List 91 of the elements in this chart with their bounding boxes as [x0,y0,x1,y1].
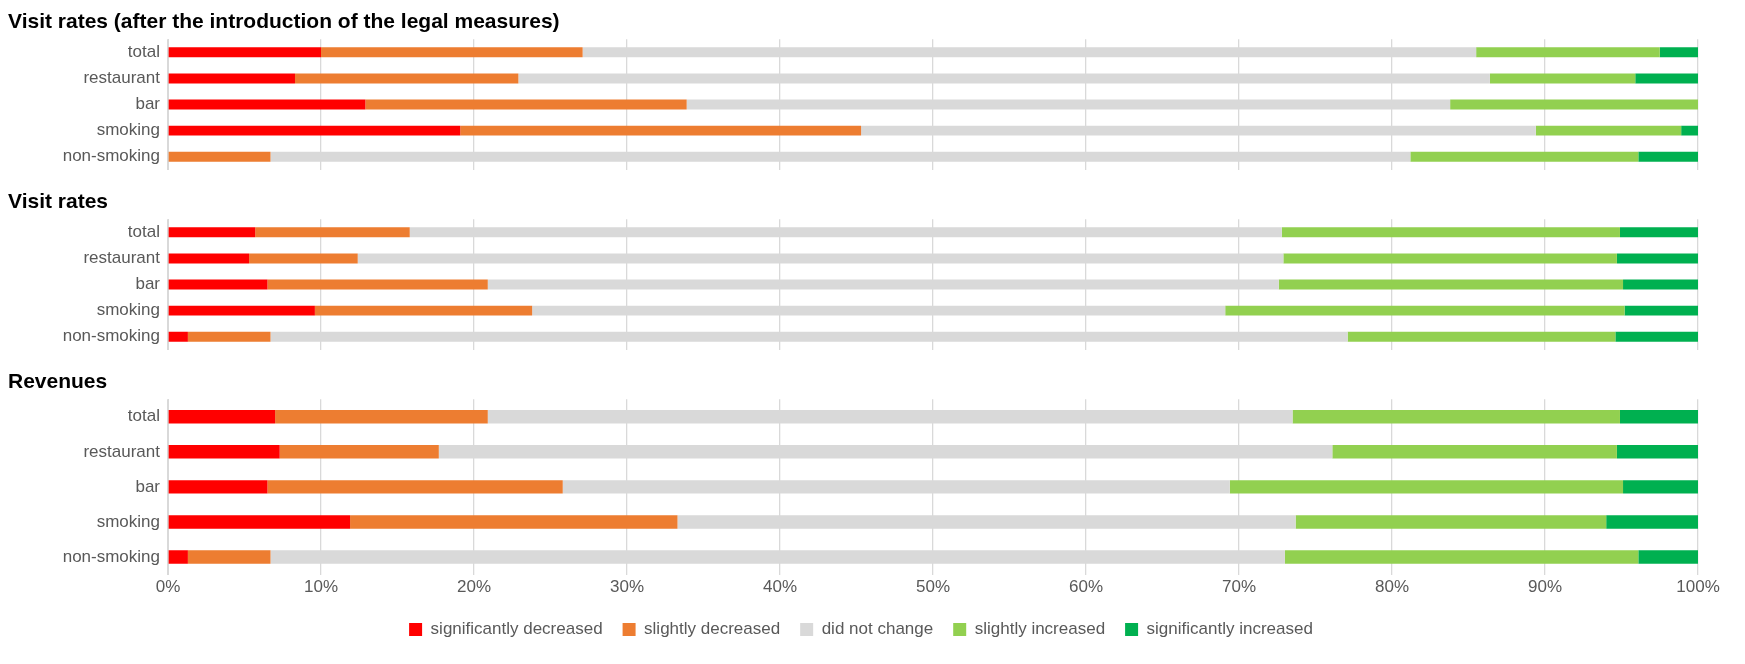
bar [168,445,280,459]
bar [1535,125,1682,136]
y-tick-label: total [127,406,160,426]
chart-title: Visit rates [8,189,109,213]
x-tick-label: 40% [762,577,798,597]
y-tick-label: total [127,221,160,241]
bar [168,99,366,110]
y-tick-label: restaurant [83,441,161,461]
bar [1623,279,1698,290]
bar [168,47,321,58]
x-tick-label: 70% [1221,577,1257,597]
bar [168,151,271,162]
y-tick-label: smoking [96,120,160,140]
bar [168,253,250,264]
bar [267,480,563,494]
bar [1292,410,1620,424]
x-tick-label: 90% [1527,577,1563,597]
bar [168,305,315,316]
y-tick-label: smoking [96,511,160,531]
bar [1659,47,1698,58]
bar [168,331,188,342]
bar [275,410,488,424]
y-tick-label: non-smoking [62,546,160,566]
bar [249,253,358,264]
bar [1619,410,1698,424]
chart-title: Revenues [8,369,108,393]
legend-label: slightly increased [974,619,1106,639]
legend-label: slightly decreased [644,619,781,639]
bar [1606,515,1698,529]
bar [1295,515,1607,529]
x-tick-label: 30% [609,577,645,597]
bar [168,550,188,564]
bar [1229,480,1624,494]
bar [1278,279,1624,290]
x-tick-label: 100% [1676,577,1720,597]
bar [1283,253,1617,264]
bar [365,99,687,110]
bar [350,515,678,529]
bar [1624,305,1698,316]
bar [168,515,351,529]
bar [1619,227,1698,238]
bar [1450,99,1698,110]
bar [1332,445,1617,459]
bar [1616,445,1698,459]
y-tick-label: bar [135,274,161,294]
y-tick-label: bar [135,94,161,114]
chart-title: Visit rates (after the introduction of the legal measures) [8,9,560,33]
bar [168,227,256,238]
legend-label: significantly decreased [430,619,603,639]
legend-label: significantly increased [1146,619,1313,639]
y-tick-label: total [127,41,160,61]
bar [1281,227,1620,238]
bar [1623,480,1698,494]
bar [1615,331,1698,342]
bar [1284,550,1639,564]
y-tick-label: smoking [96,300,160,320]
y-tick-label: non-smoking [62,326,160,346]
bar [1476,47,1660,58]
bar [1410,151,1639,162]
bar [168,480,268,494]
y-tick-label: bar [135,476,161,496]
bar [1638,550,1698,564]
bar [279,445,439,459]
bar [267,279,488,290]
bar [460,125,862,136]
x-tick-label: 80% [1374,577,1410,597]
y-tick-label: non-smoking [62,146,160,166]
bar [1638,151,1698,162]
bar [168,73,295,84]
y-tick-label: restaurant [83,68,161,88]
bar [1681,125,1698,136]
bar [168,125,461,136]
bar [1489,73,1636,84]
bar [1347,331,1616,342]
x-tick-label: 0% [155,577,181,597]
bar [1635,73,1698,84]
bar [168,410,276,424]
bar [187,331,271,342]
bar [294,73,519,84]
x-tick-label: 50% [915,577,951,597]
bar [1225,305,1625,316]
legend-label: did not change [821,619,934,639]
bar [321,47,583,58]
bar [314,305,533,316]
bar [187,550,271,564]
bar [1616,253,1698,264]
x-tick-label: 10% [303,577,339,597]
bar [255,227,410,238]
x-tick-label: 60% [1068,577,1104,597]
y-tick-label: restaurant [83,248,161,268]
x-tick-label: 20% [456,577,492,597]
